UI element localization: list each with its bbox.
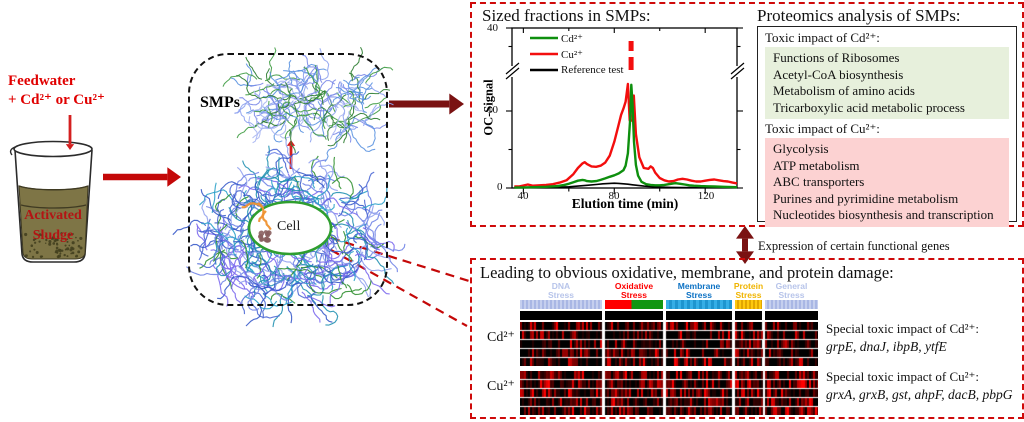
y-tick-10: 10 (487, 104, 498, 116)
reference-black-row (605, 311, 663, 320)
row-label-cd: Cd²⁺ (487, 330, 515, 345)
cd-impact-header: Toxic impact of Cd²⁺: (765, 30, 880, 45)
y-tick-40: 40 (487, 22, 498, 34)
smps-dashed-box (188, 53, 388, 306)
proteomics-panel: Toxic impact of Cd²⁺: Functions of Ribos… (757, 26, 1017, 227)
stress-category-bar (765, 300, 818, 309)
column-label-general-stress: General Stress (775, 281, 808, 300)
y-tick-0: 0 (497, 181, 503, 193)
activated-sludge-label: Activated Sludge (24, 208, 82, 243)
row-label-cu: Cu²⁺ (487, 379, 515, 394)
stress-category-bar (666, 300, 732, 309)
list-item: Acetyl-CoA biosynthesis (773, 66, 904, 82)
list-item: Tricarboxylic acid metabolic process (773, 99, 965, 115)
results-dashed-box (470, 2, 1024, 227)
cd-note-header: Special toxic impact of Cd²⁺: (826, 321, 980, 336)
stress-category-bar (520, 300, 602, 309)
cd-impact-list: Functions of Ribosomes Acetyl-CoA biosyn… (765, 47, 1009, 119)
list-item: Purines and pyrimidine metabolism (773, 190, 959, 206)
feedwater-label: Feedwater + Cd²⁺ or Cu²⁺ (8, 72, 105, 110)
reference-black-row (666, 311, 732, 320)
cu-gene-list: grxA, grxB, gst, ahpF, dacB, pbpG (826, 387, 1013, 402)
expression-note: Expression of certain functional genes (758, 239, 950, 253)
column-label-protein-stress: Protein Stress (733, 281, 764, 300)
reference-black-row (735, 311, 762, 320)
x-axis-label: Elution time (min) (571, 196, 679, 211)
list-item: Functions of Ribosomes (773, 50, 900, 65)
reference-black-row (765, 311, 818, 320)
column-label-oxidative-stress: Oxidative Stress (614, 281, 654, 300)
reference-black-row (520, 311, 602, 320)
list-item: ABC transporters (773, 174, 865, 189)
legend-item-cu: Cu²⁺ (561, 49, 583, 61)
legend-item-reference: Reference test (561, 64, 624, 76)
cd-gene-list: grpE, dnaJ, ibpB, ytfE (826, 339, 947, 354)
damage-title: Leading to obvious oxidative, membrane, … (480, 263, 894, 282)
chart-title: Sized fractions in SMPs: (482, 6, 651, 25)
heatmap-cd (520, 322, 818, 366)
y-axis-label: OC-Signal (481, 79, 496, 136)
column-label-membrane-stress: Membrane Stress (677, 281, 721, 300)
cu-impact-header: Toxic impact of Cu²⁺: (765, 121, 880, 136)
cu-note-header: Special toxic impact of Cu²⁺: (826, 369, 980, 384)
column-label-dna-stress: DNA Stress (548, 281, 574, 300)
heatmap-cu (520, 371, 818, 415)
stress-category-bar (605, 300, 663, 309)
x-tick-120: 120 (697, 190, 715, 202)
cell-label: Cell (277, 219, 301, 234)
size-exclusion-chromatogram (505, 27, 745, 194)
x-tick-40: 40 (517, 190, 529, 202)
legend-item-cd: Cd²⁺ (561, 33, 583, 45)
list-item: Nucleotides biosynthesis and transcripti… (773, 207, 994, 222)
feedwater-line1: Feedwater (8, 73, 76, 89)
list-item: Metabolism of amino acids (773, 83, 915, 98)
stress-category-bar (735, 300, 762, 309)
proteomics-title: Proteomics analysis of SMPs: (757, 6, 961, 25)
feedwater-line2: + Cd²⁺ or Cu²⁺ (8, 92, 105, 108)
cu-impact-list: Glycolysis ATP metabolism ABC transporte… (765, 138, 1009, 227)
list-item: ATP metabolism (773, 157, 860, 173)
smps-label: SMPs (200, 94, 240, 111)
x-tick-80: 80 (608, 190, 620, 202)
damage-dashed-box (470, 258, 1024, 419)
list-item: Glycolysis (773, 141, 829, 156)
